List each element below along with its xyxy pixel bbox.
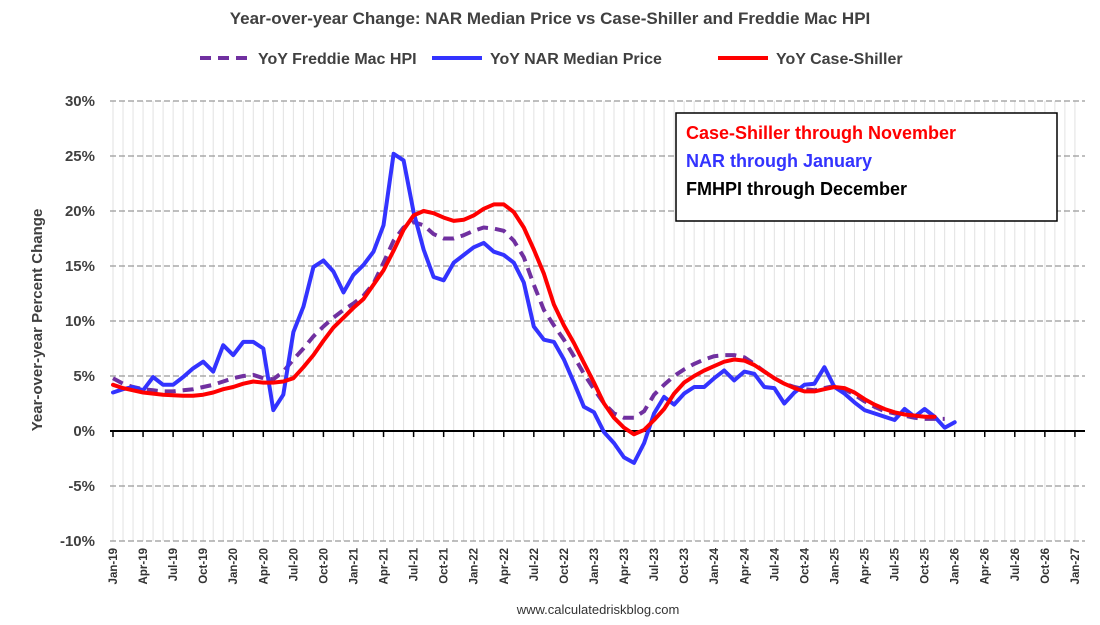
chart-title: Year-over-year Change: NAR Median Price … — [230, 9, 871, 28]
x-tick-label: Jul-26 — [1010, 548, 1022, 581]
x-tick-label: Oct-24 — [799, 547, 811, 583]
x-tick-label: Oct-23 — [679, 548, 691, 584]
x-tick-label: Apr-20 — [258, 548, 270, 584]
x-tick-label: Oct-26 — [1040, 548, 1052, 584]
x-tick-label: Jan-25 — [829, 547, 841, 584]
y-tick-label: 0% — [73, 423, 95, 440]
x-tick-label: Jul-21 — [409, 547, 421, 581]
legend-label: YoY NAR Median Price — [490, 51, 662, 68]
x-tick-label: Jul-19 — [168, 548, 180, 581]
x-tick-label: Apr-26 — [980, 548, 992, 584]
y-tick-label: 30% — [65, 93, 95, 110]
series-line-yoy-nar-median-price — [111, 151, 957, 465]
x-tick-label: Jan-21 — [348, 547, 360, 584]
x-tick-label: Jan-23 — [589, 548, 601, 584]
x-tick-label: Oct-25 — [920, 547, 932, 583]
y-axis-ticks: -10% -5% 0% 5% 10% 15% 20% 25% 30% — [60, 93, 95, 550]
series-lines — [111, 151, 957, 465]
x-tick-label: Oct-19 — [198, 548, 210, 584]
x-tick-label: Apr-22 — [499, 548, 511, 584]
annotation-box-border — [675, 112, 1058, 222]
x-tick-label: Jul-23 — [649, 548, 661, 581]
y-tick-label: 10% — [65, 313, 95, 330]
x-tick-label: Jan-27 — [1070, 548, 1082, 584]
x-tick-label: Apr-23 — [619, 548, 631, 584]
y-tick-label: 15% — [65, 258, 95, 275]
y-tick-label: -10% — [60, 533, 95, 550]
legend: YoY Freddie Mac HPI YoY NAR Median Price Y… — [200, 51, 903, 68]
annotation-nar: NAR through January — [686, 151, 872, 171]
x-tick-label: Jul-24 — [769, 547, 781, 581]
y-tick-label: 5% — [73, 368, 95, 385]
x-tick-label: Apr-25 — [860, 547, 872, 584]
x-tick-label: Jul-20 — [288, 548, 300, 581]
x-tick-label: Oct-20 — [318, 548, 330, 584]
x-tick-label: Apr-19 — [138, 548, 150, 584]
x-tick-label: Apr-24 — [739, 547, 751, 584]
x-tick-label: Oct-22 — [559, 548, 571, 584]
x-axis-ticks: Jan-19 Apr-19 Jul-19 Oct-19 Jan-20 Apr-20 Jul-… — [108, 430, 1085, 584]
y-tick-label: 20% — [65, 203, 95, 220]
x-tick-label: Jul-22 — [529, 548, 541, 581]
source-url: www.calculatedriskblog.com — [516, 602, 680, 617]
x-tick-label: Jan-24 — [709, 547, 721, 584]
x-tick-label: Jul-25 — [890, 547, 902, 581]
x-tick-label: Oct-21 — [439, 547, 451, 583]
legend-label: YoY Freddie Mac HPI — [258, 51, 417, 68]
x-tick-label: Jan-22 — [469, 548, 481, 584]
x-tick-label: Jan-20 — [228, 548, 240, 584]
x-tick-label: Jan-26 — [950, 548, 962, 584]
y-axis-label: Year-over-year Percent Change — [29, 209, 46, 432]
x-tick-label: Jan-19 — [108, 548, 120, 584]
annotation-fmhpi: FMHPI through December — [686, 179, 907, 199]
legend-label: YoY Case-Shiller — [776, 51, 903, 68]
series-line-yoy-freddie-mac-hpi — [112, 220, 945, 421]
x-tick-label: Apr-21 — [379, 547, 391, 584]
annotation-box: Case-Shiller through November NAR throug… — [675, 112, 1058, 222]
annotation-case-shiller: Case-Shiller through November — [686, 123, 956, 143]
y-tick-label: -5% — [68, 478, 95, 495]
series-line-yoy-case-shiller — [111, 202, 937, 437]
y-tick-label: 25% — [65, 148, 95, 165]
